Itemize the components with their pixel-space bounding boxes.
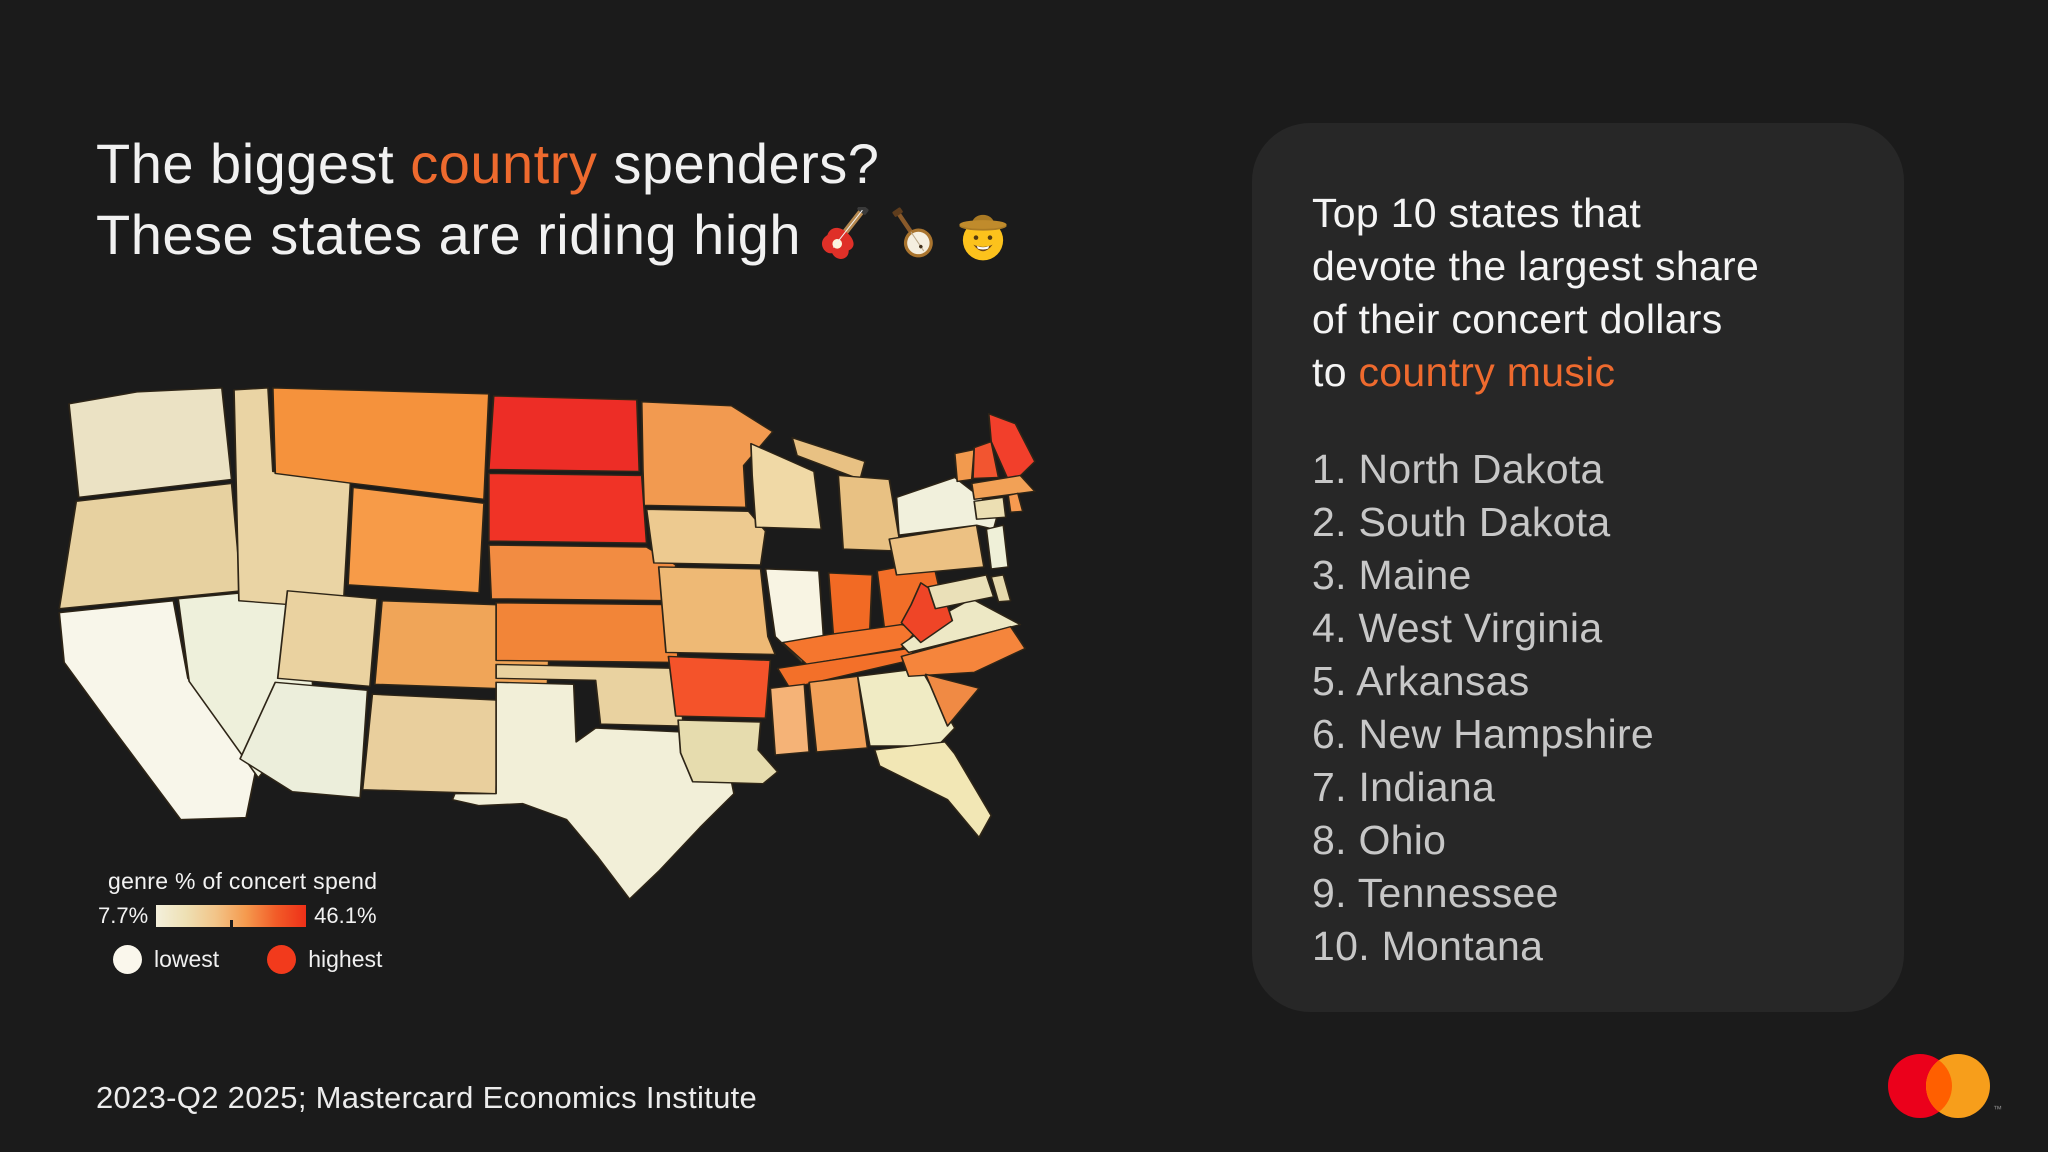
logo-tm: ™ bbox=[1993, 1104, 2002, 1114]
highest-label: highest bbox=[308, 946, 383, 972]
legend-median-tick bbox=[229, 920, 233, 928]
state-AR: Arkansas bbox=[667, 655, 772, 719]
state-LA: Louisiana bbox=[677, 719, 779, 785]
state-WI: Wisconsin bbox=[750, 442, 823, 530]
top10-item: 10. Montana bbox=[1312, 923, 1544, 969]
state-UT: Utah bbox=[276, 590, 379, 687]
state-KS: Kansas bbox=[495, 602, 679, 664]
state-WA: Washington bbox=[68, 387, 233, 499]
state-MN: Minnesota bbox=[640, 401, 774, 508]
state-DE: Delaware bbox=[990, 574, 1012, 603]
state-NE: Nebraska bbox=[487, 544, 677, 602]
top10-item: 9. Tennessee bbox=[1312, 870, 1559, 916]
legend-bar-row: 7.7% 46.1% bbox=[98, 903, 382, 929]
map-legend: genre % of concert spend 7.7% 46.1% lowe… bbox=[98, 868, 382, 974]
legend-extremes-row: lowest highest bbox=[113, 945, 382, 974]
state-IA: Iowa bbox=[645, 508, 767, 566]
lowest-label: lowest bbox=[154, 946, 220, 972]
state-VT: Vermont bbox=[953, 448, 976, 483]
top10-item: 3. Maine bbox=[1312, 552, 1472, 598]
page-title: The biggest country spenders? These stat… bbox=[96, 128, 1011, 270]
top10-item: 4. West Virginia bbox=[1312, 605, 1603, 651]
state-PA: Pennsylvania bbox=[888, 524, 985, 576]
logo-overlap bbox=[1925, 1060, 1953, 1112]
lowest-dot bbox=[113, 945, 142, 974]
cowboy-hat-face-icon bbox=[955, 207, 1011, 263]
top10-item: 1. North Dakota bbox=[1312, 446, 1604, 492]
source-attribution: 2023-Q2 2025; Mastercard Economics Insti… bbox=[96, 1080, 758, 1115]
state-MT: Montana bbox=[271, 387, 490, 501]
state-AZ: Arizona bbox=[239, 681, 369, 799]
state-AL: Alabama bbox=[808, 675, 869, 753]
title-line1-accent: country bbox=[410, 132, 598, 195]
state-MO: Missouri bbox=[657, 566, 777, 656]
title-line1-post: spenders? bbox=[597, 132, 880, 195]
state-SC: South Carolina bbox=[924, 673, 980, 727]
top10-item: 7. Indiana bbox=[1312, 764, 1496, 810]
state-RI: Rhode Island bbox=[1007, 492, 1024, 513]
state-TX: Texas bbox=[451, 681, 735, 900]
top10-item: 2. South Dakota bbox=[1312, 499, 1611, 545]
top10-list: 1. North Dakota 2. South Dakota 3. Maine 4.… bbox=[1312, 443, 1844, 973]
us-choropleth-map: WashingtonOregonCaliforniaNevadaIdahoMon… bbox=[52, 378, 1047, 915]
state-CT: Connecticut bbox=[973, 496, 1007, 520]
us-map-svg: WashingtonOregonCaliforniaNevadaIdahoMon… bbox=[58, 387, 1036, 900]
legend-min-label: 7.7% bbox=[98, 903, 149, 928]
state-SD: South Dakota bbox=[487, 472, 648, 544]
state-NC: North Carolina bbox=[900, 625, 1027, 678]
title-line-2: These states are riding high bbox=[96, 199, 1011, 270]
state-WY: Wyoming bbox=[347, 486, 485, 594]
header-line: of their concert dollars bbox=[1312, 296, 1723, 342]
state-NM: New Mexico bbox=[361, 693, 500, 795]
banjo-icon bbox=[885, 206, 941, 263]
top10-panel-header: Top 10 states that devote the largest sh… bbox=[1312, 187, 1844, 399]
top10-item: 6. New Hampshire bbox=[1312, 711, 1655, 757]
title-line-1: The biggest country spenders? bbox=[96, 128, 1011, 199]
header-line: Top 10 states that bbox=[1312, 190, 1642, 236]
state-MA: Massachusetts bbox=[970, 474, 1036, 501]
top10-panel: Top 10 states that devote the largest sh… bbox=[1252, 123, 1904, 1012]
header-line: devote the largest share bbox=[1312, 243, 1760, 289]
state-FL: Florida bbox=[873, 741, 993, 839]
state-ND: North Dakota bbox=[487, 395, 641, 473]
legend-title: genre % of concert spend bbox=[108, 868, 378, 894]
state-MS: Mississippi bbox=[769, 683, 811, 756]
title-line2-text: These states are riding high bbox=[96, 203, 802, 266]
header-line-last: to country music bbox=[1312, 349, 1616, 395]
top10-item: 8. Ohio bbox=[1312, 817, 1447, 863]
state-CA: California bbox=[58, 600, 257, 821]
title-line1-pre: The biggest bbox=[96, 132, 411, 195]
state-OR: Oregon bbox=[58, 482, 243, 610]
state-ME: Maine bbox=[987, 413, 1036, 487]
electric-guitar-icon bbox=[815, 203, 871, 263]
legend-max-label: 46.1% bbox=[314, 903, 377, 928]
header-accent: country music bbox=[1358, 349, 1616, 395]
state-NH: New Hampshire bbox=[972, 440, 1000, 480]
mastercard-logo: ™ bbox=[1876, 1046, 2010, 1128]
state-MD: Maryland bbox=[927, 574, 995, 610]
highest-dot bbox=[267, 945, 297, 974]
top10-item: 5. Arkansas bbox=[1312, 658, 1530, 704]
state-NJ: New Jersey bbox=[985, 524, 1010, 570]
state-IN: Indiana bbox=[827, 572, 874, 638]
legend-gradient-bar bbox=[156, 905, 307, 928]
